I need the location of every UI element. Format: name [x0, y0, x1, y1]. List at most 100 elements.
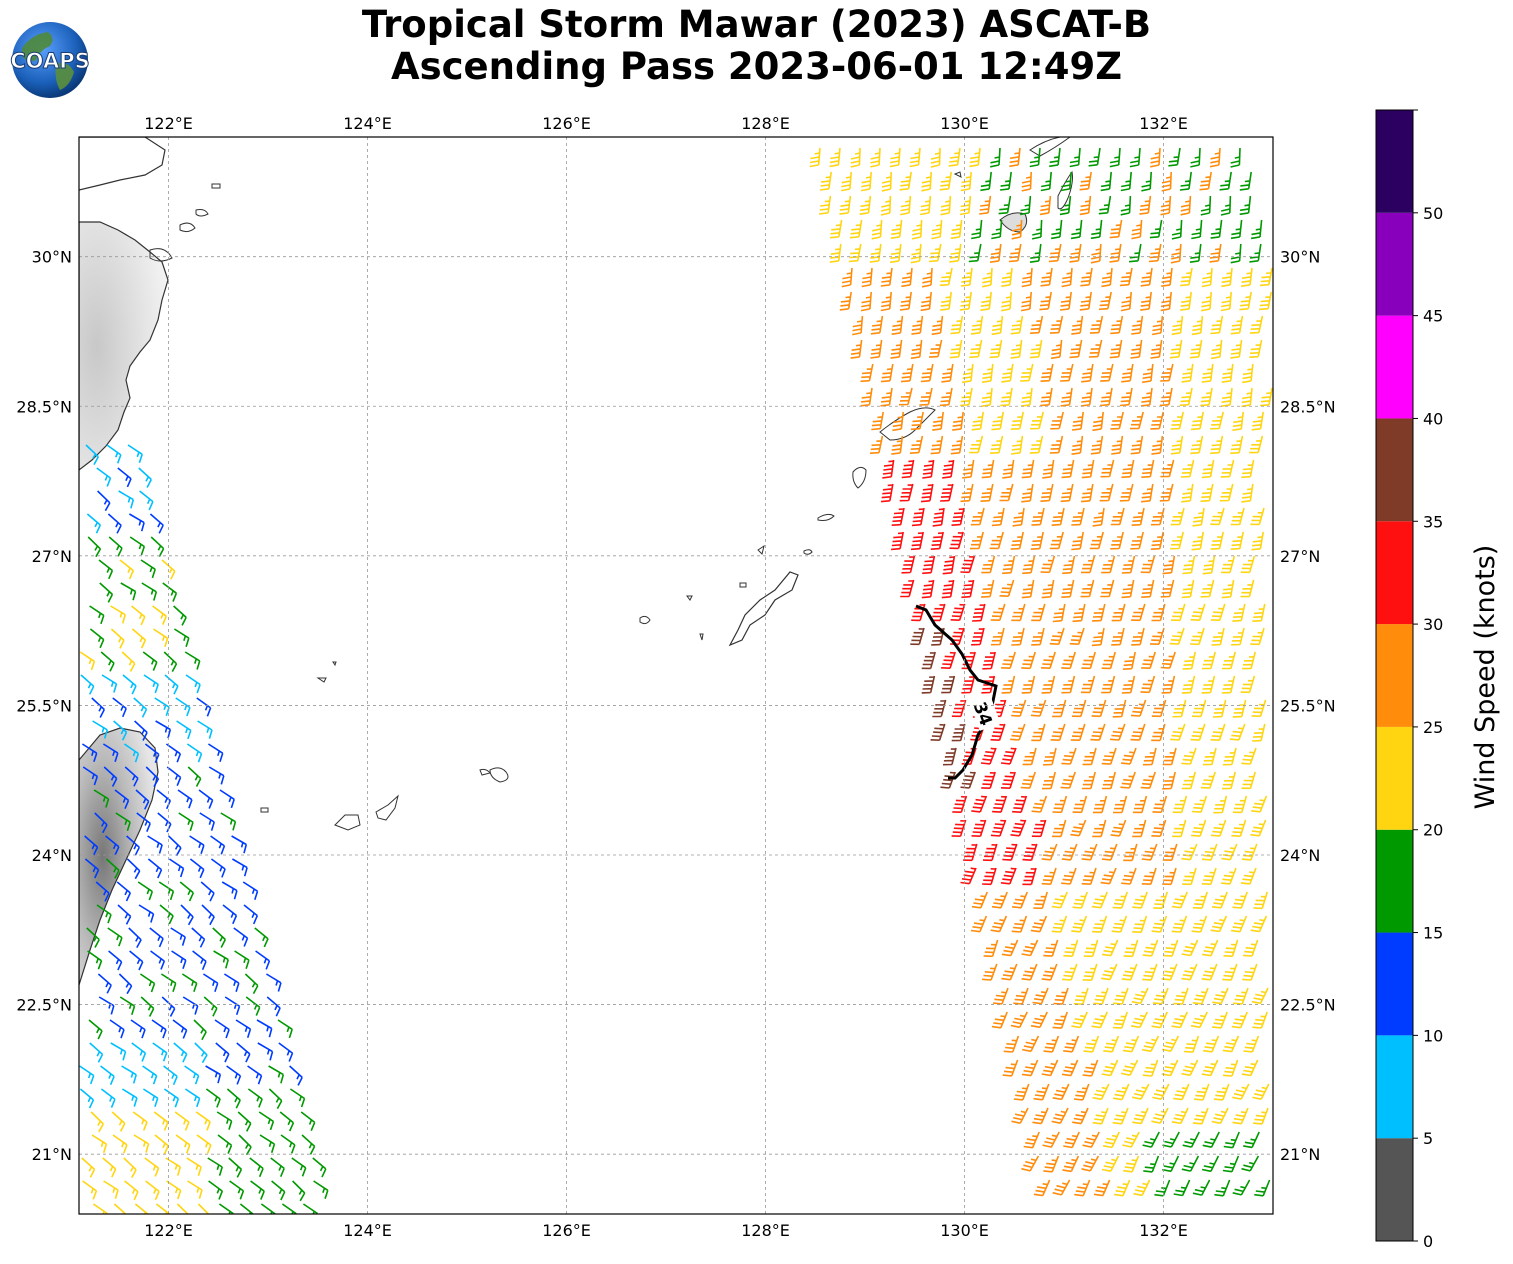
wind-barb [95, 881, 110, 902]
wind-barb [289, 1065, 303, 1086]
wind-barb [145, 1180, 160, 1201]
wind-barb [932, 411, 944, 431]
wind-barb [1000, 771, 1016, 789]
wind-barb [1151, 435, 1164, 455]
wind-barb [1249, 243, 1262, 263]
wind-barb [79, 1088, 95, 1109]
wind-barb [1002, 843, 1018, 861]
wind-barb [1160, 363, 1174, 382]
wind-barb [1230, 219, 1243, 240]
wind-barb [870, 147, 881, 168]
wind-barb [970, 723, 986, 741]
wind-barb [829, 219, 843, 239]
wind-barb [860, 291, 872, 312]
wind-barb [1202, 747, 1217, 766]
wind-barb [1142, 1131, 1160, 1148]
svg-text:COAPS: COAPS [10, 49, 89, 73]
wind-barb [1069, 147, 1081, 168]
wind-barb [1141, 843, 1158, 861]
wind-barb [1221, 867, 1237, 885]
wind-barb [1101, 555, 1116, 574]
wind-barb [1051, 915, 1068, 933]
wind-barb [254, 927, 269, 948]
wind-barb [198, 789, 214, 809]
wind-barb [106, 444, 122, 464]
taiwan-island [79, 727, 159, 986]
wind-barb [1240, 579, 1255, 598]
wind-barb [991, 891, 1008, 909]
wind-barb [1161, 963, 1178, 981]
wind-barb [949, 243, 962, 263]
wind-barb [1022, 843, 1038, 861]
wind-barb [951, 723, 966, 742]
wind-barb [107, 513, 122, 534]
wind-barb [150, 950, 166, 970]
wind-barb [173, 1042, 188, 1063]
wind-barb [989, 243, 1002, 263]
wind-barb [187, 766, 202, 787]
wind-barb [1032, 987, 1049, 1005]
wind-barb [1070, 723, 1086, 741]
wind-barb [950, 435, 964, 455]
wind-barb [1171, 219, 1183, 240]
wind-barb [1150, 147, 1161, 168]
wind-barb [1021, 675, 1036, 694]
wind-barb [1162, 555, 1176, 575]
wind-barb [1080, 387, 1093, 407]
wind-barb [1109, 339, 1123, 359]
colorbar-bin [1376, 418, 1413, 522]
wind-barb [1253, 1107, 1269, 1125]
wind-barb [1239, 171, 1252, 191]
wind-barb [1221, 267, 1233, 288]
wind-barb [961, 675, 976, 694]
wind-barb [900, 195, 912, 216]
wind-barb [1191, 795, 1208, 813]
wind-barb [139, 490, 154, 511]
wind-barb [1041, 963, 1058, 981]
wind-barb [143, 674, 159, 694]
wind-barb [1082, 963, 1098, 981]
wind-barb [153, 1111, 169, 1131]
wind-barb [79, 651, 96, 671]
wind-barb [1180, 195, 1192, 216]
wind-barb [1112, 795, 1128, 814]
wind-barb [1061, 267, 1073, 288]
wind-barb [281, 1203, 297, 1214]
wind-barb [939, 267, 953, 287]
wind-barb [1199, 171, 1212, 191]
wind-barb [1190, 435, 1204, 455]
right-lat-label: 30°N [1280, 248, 1320, 267]
wind-barb [1242, 651, 1256, 670]
wind-barb [152, 605, 167, 625]
wind-barb [1122, 1131, 1140, 1148]
wind-barb [110, 1042, 127, 1061]
wind-barb [173, 605, 187, 626]
wind-barb [960, 771, 976, 789]
wind-barb [1052, 603, 1066, 623]
wind-barb [1048, 243, 1062, 263]
wind-barb [919, 195, 932, 216]
wind-barb [990, 819, 1007, 837]
wind-barb [102, 1157, 117, 1178]
wind-barb [89, 605, 105, 625]
wind-barb [950, 603, 966, 621]
wind-barb [1230, 507, 1245, 526]
wind-barb [271, 1180, 286, 1201]
wind-barb [1133, 1179, 1151, 1197]
wind-barb [969, 147, 981, 168]
wind-barb [1141, 363, 1154, 384]
wind-barb [97, 973, 112, 994]
wind-barb [1020, 363, 1034, 382]
wind-barb [1029, 435, 1044, 454]
wind-barb [1049, 315, 1064, 334]
wind-barb [1021, 963, 1038, 981]
wind-barb [941, 579, 955, 599]
wind-barb [1181, 675, 1196, 694]
wind-barb [268, 1065, 285, 1084]
wind-barb [268, 1088, 283, 1109]
wind-barb [1243, 1035, 1260, 1053]
wind-barb [233, 927, 249, 947]
wind-barb [1080, 483, 1094, 503]
wind-barb [179, 881, 195, 902]
wind-barb [111, 1111, 126, 1132]
